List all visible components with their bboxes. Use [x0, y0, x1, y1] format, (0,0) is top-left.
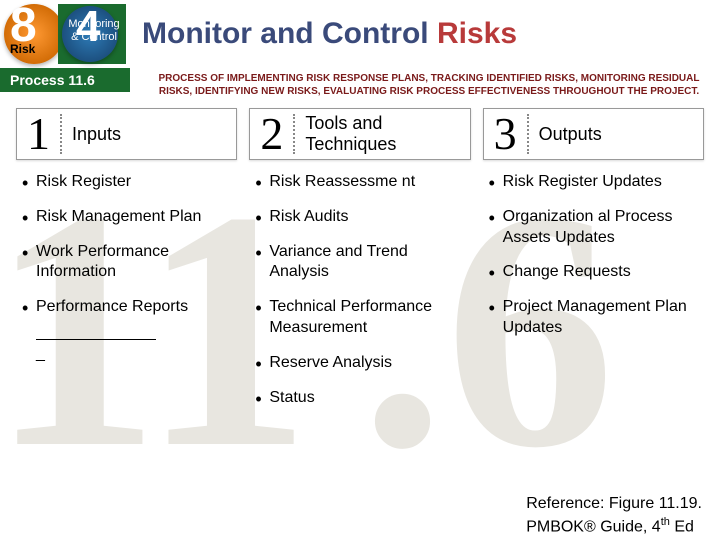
- badge-8-label: Risk: [10, 42, 35, 56]
- bullets-1: Risk Register Risk Management Plan Work …: [16, 172, 237, 318]
- page-title: Monitor and Control Risks: [142, 17, 517, 51]
- list-item: Change Requests: [503, 262, 704, 283]
- list-item: Variance and Trend Analysis: [269, 242, 470, 284]
- list-item: Risk Management Plan: [36, 207, 237, 228]
- list-item: Risk Register: [36, 172, 237, 193]
- ref-line2a: PMBOK® Guide, 4: [526, 518, 661, 535]
- title-part1: Monitor and Control: [142, 17, 437, 50]
- list-item: Reserve Analysis: [269, 353, 470, 374]
- column-inputs: 1 Inputs Risk Register Risk Management P…: [10, 108, 243, 422]
- bullets-3: Risk Register Updates Organization al Pr…: [483, 172, 704, 339]
- list-item: Project Management Plan Updates: [503, 297, 704, 339]
- ref-line2b: Ed: [670, 518, 694, 535]
- columns-container: 1 Inputs Risk Register Risk Management P…: [0, 104, 720, 422]
- column-outputs: 3 Outputs Risk Register Updates Organiza…: [477, 108, 710, 422]
- list-item: Risk Audits: [269, 207, 470, 228]
- list-item: Performance Reports: [36, 297, 237, 318]
- badge-4-label-1: Monitoring: [68, 18, 119, 30]
- list-item: Organization al Process Assets Updates: [503, 207, 704, 249]
- col-header-2: 2 Tools and Techniques: [249, 108, 470, 160]
- list-item: Technical Performance Measurement: [269, 297, 470, 339]
- ref-line1: Reference: Figure 11.19.: [526, 495, 702, 512]
- badge-4-label-2: & Control: [71, 31, 117, 43]
- column-tools: 2 Tools and Techniques Risk Reassessme n…: [243, 108, 476, 422]
- col-header-1: 1 Inputs: [16, 108, 237, 160]
- ref-sup: th: [661, 516, 670, 528]
- list-item: Work Performance Information: [36, 242, 237, 284]
- col-num-3: 3: [484, 111, 527, 157]
- reference-text: Reference: Figure 11.19. PMBOK® Guide, 4…: [526, 494, 702, 538]
- badge-4: 4 Monitoring & Control: [62, 6, 118, 62]
- badge-8: 8 Risk: [4, 4, 64, 64]
- col-header-3: 3 Outputs: [483, 108, 704, 160]
- badge-4-label: Monitoring & Control: [64, 18, 124, 44]
- col-divider-2: [293, 114, 295, 154]
- col-num-2: 2: [250, 111, 293, 157]
- list-item: Risk Register Updates: [503, 172, 704, 193]
- col-divider-3: [527, 114, 529, 154]
- list-item: Status: [269, 388, 470, 409]
- list-item: Risk Reassessme nt: [269, 172, 470, 193]
- col-title-2: Tools and Techniques: [305, 113, 469, 155]
- header: 8 Risk 4 Monitoring & Control Monitor an…: [0, 0, 720, 68]
- col-title-3: Outputs: [539, 124, 602, 145]
- process-description: PROCESS OF IMPLEMENTING RISK RESPONSE PL…: [0, 70, 720, 104]
- bullets-2: Risk Reassessme nt Risk Audits Variance …: [249, 172, 470, 408]
- col-title-1: Inputs: [72, 124, 121, 145]
- col-divider-1: [60, 114, 62, 154]
- badge-4-wrap: 4 Monitoring & Control: [58, 4, 126, 64]
- blank-line: _: [16, 326, 237, 363]
- col-num-1: 1: [17, 111, 60, 157]
- title-part2: Risks: [437, 17, 517, 50]
